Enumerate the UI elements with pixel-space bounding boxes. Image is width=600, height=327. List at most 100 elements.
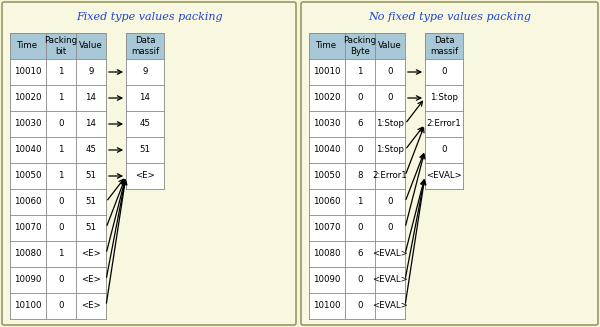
Text: 10080: 10080 [313,250,341,259]
Text: 14: 14 [86,119,97,129]
Text: 10100: 10100 [313,301,341,311]
Bar [309,267,405,293]
Text: 0: 0 [357,146,363,154]
Text: 10020: 10020 [313,94,341,102]
Text: <EVAL>: <EVAL> [426,171,462,181]
Text: 0: 0 [58,198,64,206]
Text: Time: Time [17,42,38,50]
Bar [126,85,164,111]
Text: <EVAL>: <EVAL> [372,250,408,259]
Text: Data
massif: Data massif [430,36,458,56]
Bar [126,163,164,189]
Bar [126,111,164,137]
FancyBboxPatch shape [2,2,296,325]
Text: 10080: 10080 [14,250,42,259]
Bar [309,163,405,189]
Text: 51: 51 [139,146,151,154]
Text: 51: 51 [86,171,97,181]
Text: 14: 14 [139,94,151,102]
Text: <E>: <E> [81,301,101,311]
Text: 10030: 10030 [14,119,42,129]
Bar [309,33,405,59]
Text: <EVAL>: <EVAL> [372,276,408,284]
Bar [10,163,106,189]
Text: Packing
bit: Packing bit [44,36,77,56]
Bar [10,33,106,59]
Text: 0: 0 [357,223,363,232]
Bar [425,111,463,137]
Bar [425,33,463,59]
Text: 10060: 10060 [14,198,42,206]
Text: 1: 1 [58,94,64,102]
Text: Time: Time [316,42,338,50]
Bar [425,137,463,163]
Text: <E>: <E> [81,276,101,284]
Text: 10010: 10010 [14,67,42,77]
Bar [309,111,405,137]
Bar [10,241,106,267]
Text: 0: 0 [441,67,447,77]
Text: 10010: 10010 [313,67,341,77]
Text: 0: 0 [387,198,393,206]
Text: 10050: 10050 [14,171,42,181]
Text: 51: 51 [86,223,97,232]
Text: 9: 9 [88,67,94,77]
Text: 1: 1 [58,146,64,154]
Text: 10070: 10070 [313,223,341,232]
Text: 2:Error1: 2:Error1 [373,171,407,181]
Text: Value: Value [79,42,103,50]
Bar [126,59,164,85]
Text: 10090: 10090 [14,276,41,284]
Text: 0: 0 [387,67,393,77]
Bar [10,215,106,241]
Text: 1: 1 [58,250,64,259]
Text: 10020: 10020 [14,94,42,102]
Bar [425,59,463,85]
Text: 10100: 10100 [14,301,42,311]
Text: <EVAL>: <EVAL> [372,301,408,311]
Bar [309,59,405,85]
Bar [10,189,106,215]
Text: 10070: 10070 [14,223,42,232]
Text: 51: 51 [86,198,97,206]
Text: 0: 0 [357,94,363,102]
Text: 0: 0 [58,276,64,284]
Text: No fixed type values packing: No fixed type values packing [368,12,531,22]
Text: <E>: <E> [135,171,155,181]
Text: 1: 1 [58,67,64,77]
Text: 0: 0 [357,301,363,311]
Bar [309,85,405,111]
Text: 2:Error1: 2:Error1 [427,119,461,129]
Text: 1: 1 [357,67,363,77]
Text: 1:Stop: 1:Stop [430,94,458,102]
Text: 0: 0 [58,119,64,129]
Text: 10050: 10050 [313,171,341,181]
Bar [10,137,106,163]
Text: 8: 8 [357,171,363,181]
FancyBboxPatch shape [301,2,598,325]
Bar [425,85,463,111]
Bar [309,241,405,267]
Bar [309,137,405,163]
Text: Value: Value [378,42,402,50]
Text: 1: 1 [357,198,363,206]
Text: 0: 0 [387,223,393,232]
Bar [10,85,106,111]
Text: 1:Stop: 1:Stop [376,146,404,154]
Text: 14: 14 [86,94,97,102]
Text: 0: 0 [58,301,64,311]
Text: 0: 0 [387,94,393,102]
Text: 10090: 10090 [313,276,341,284]
Text: Packing
Byte: Packing Byte [343,36,377,56]
Bar [425,163,463,189]
Bar [10,111,106,137]
Text: 10060: 10060 [313,198,341,206]
Bar [309,215,405,241]
Text: <E>: <E> [81,250,101,259]
Text: 1:Stop: 1:Stop [376,119,404,129]
Text: 45: 45 [139,119,151,129]
Bar [126,33,164,59]
Text: 9: 9 [142,67,148,77]
Text: 10030: 10030 [313,119,341,129]
Text: 0: 0 [58,223,64,232]
